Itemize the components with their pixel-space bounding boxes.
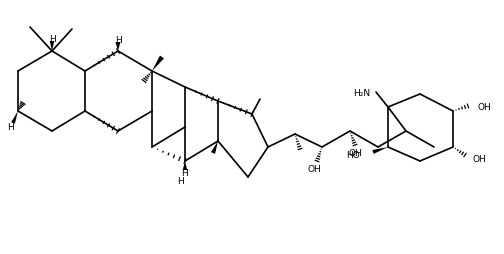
Text: H: H bbox=[48, 34, 55, 43]
Text: H: H bbox=[181, 169, 188, 178]
Text: OH: OH bbox=[348, 149, 362, 158]
Polygon shape bbox=[115, 43, 120, 52]
Text: H₂N: H₂N bbox=[353, 88, 370, 97]
Text: OH: OH bbox=[478, 102, 492, 111]
Polygon shape bbox=[50, 42, 54, 52]
Text: OH: OH bbox=[307, 165, 321, 174]
Text: H: H bbox=[176, 177, 183, 186]
Polygon shape bbox=[372, 147, 388, 154]
Polygon shape bbox=[211, 141, 218, 154]
Text: H: H bbox=[114, 35, 121, 44]
Text: H: H bbox=[7, 122, 14, 131]
Polygon shape bbox=[11, 112, 18, 124]
Polygon shape bbox=[152, 56, 164, 72]
Text: OH: OH bbox=[473, 155, 487, 164]
Text: HO: HO bbox=[346, 151, 360, 160]
Polygon shape bbox=[183, 161, 187, 170]
